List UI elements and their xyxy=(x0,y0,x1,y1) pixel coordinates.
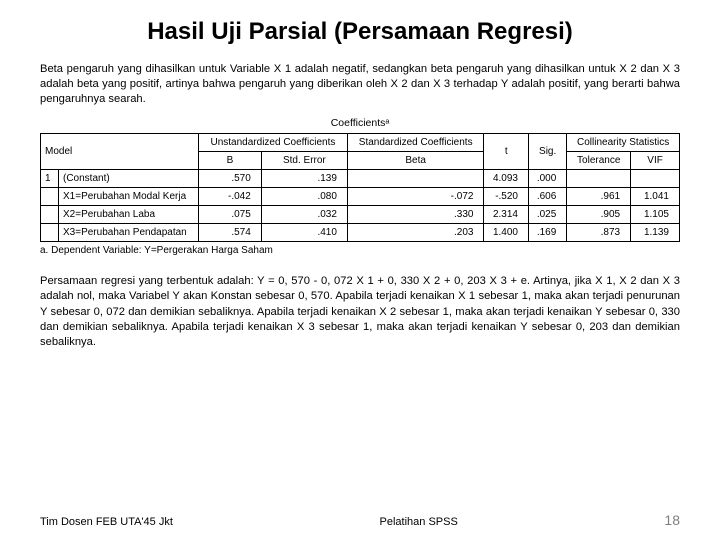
table-row: X1=Perubahan Modal Kerja -.042 .080 -.07… xyxy=(41,188,680,206)
coefficients-table: Model Unstandardized Coefficients Standa… xyxy=(40,133,680,242)
cell-label: (Constant) xyxy=(59,170,199,188)
col-model: Model xyxy=(41,134,199,170)
cell-model xyxy=(41,224,59,242)
cell-sig: .000 xyxy=(528,170,566,188)
col-sig: Sig. xyxy=(528,134,566,170)
cell-B: .075 xyxy=(199,206,262,224)
cell-vif: 1.139 xyxy=(631,224,680,242)
slide-number: 18 xyxy=(664,512,680,528)
cell-model xyxy=(41,188,59,206)
slide-footer: Tim Dosen FEB UTA'45 Jkt Pelatihan SPSS … xyxy=(40,512,680,528)
cell-model: 1 xyxy=(41,170,59,188)
cell-label: X2=Perubahan Laba xyxy=(59,206,199,224)
table-row: X2=Perubahan Laba .075 .032 .330 2.314 .… xyxy=(41,206,680,224)
cell-beta: -.072 xyxy=(347,188,484,206)
footer-center: Pelatihan SPSS xyxy=(380,516,458,528)
col-collinearity: Collinearity Statistics xyxy=(567,134,680,152)
coefficients-table-wrap: Model Unstandardized Coefficients Standa… xyxy=(40,133,680,256)
table-row: X3=Perubahan Pendapatan .574 .410 .203 1… xyxy=(41,224,680,242)
page-title: Hasil Uji Parsial (Persamaan Regresi) xyxy=(40,18,680,46)
cell-tol xyxy=(567,170,631,188)
cell-beta: .203 xyxy=(347,224,484,242)
cell-model xyxy=(41,206,59,224)
cell-beta xyxy=(347,170,484,188)
cell-sig: .169 xyxy=(528,224,566,242)
cell-t: 2.314 xyxy=(484,206,529,224)
footer-left: Tim Dosen FEB UTA'45 Jkt xyxy=(40,516,173,528)
cell-tol: .905 xyxy=(567,206,631,224)
col-vif: VIF xyxy=(631,152,680,170)
cell-se: .032 xyxy=(261,206,347,224)
cell-t: -.520 xyxy=(484,188,529,206)
cell-se: .410 xyxy=(261,224,347,242)
col-std: Standardized Coefficients xyxy=(347,134,484,152)
cell-vif: 1.041 xyxy=(631,188,680,206)
conclusion-paragraph: Persamaan regresi yang terbentuk adalah:… xyxy=(40,274,680,350)
cell-B: .570 xyxy=(199,170,262,188)
cell-tol: .961 xyxy=(567,188,631,206)
cell-t: 1.400 xyxy=(484,224,529,242)
cell-vif xyxy=(631,170,680,188)
cell-label: X1=Perubahan Modal Kerja xyxy=(59,188,199,206)
cell-vif: 1.105 xyxy=(631,206,680,224)
cell-t: 4.093 xyxy=(484,170,529,188)
table-row: 1 (Constant) .570 .139 4.093 .000 xyxy=(41,170,680,188)
cell-sig: .025 xyxy=(528,206,566,224)
col-B: B xyxy=(199,152,262,170)
cell-beta: .330 xyxy=(347,206,484,224)
cell-B: -.042 xyxy=(199,188,262,206)
cell-se: .139 xyxy=(261,170,347,188)
intro-paragraph: Beta pengaruh yang dihasilkan untuk Vari… xyxy=(40,62,680,107)
col-unstd: Unstandardized Coefficients xyxy=(199,134,348,152)
table-caption: Coefficientsᵃ xyxy=(40,117,680,129)
cell-sig: .606 xyxy=(528,188,566,206)
col-stderr: Std. Error xyxy=(261,152,347,170)
cell-B: .574 xyxy=(199,224,262,242)
cell-tol: .873 xyxy=(567,224,631,242)
cell-se: .080 xyxy=(261,188,347,206)
cell-label: X3=Perubahan Pendapatan xyxy=(59,224,199,242)
table-footnote: a. Dependent Variable: Y=Pergerakan Harg… xyxy=(40,245,680,256)
col-beta: Beta xyxy=(347,152,484,170)
col-tol: Tolerance xyxy=(567,152,631,170)
col-t: t xyxy=(484,134,529,170)
